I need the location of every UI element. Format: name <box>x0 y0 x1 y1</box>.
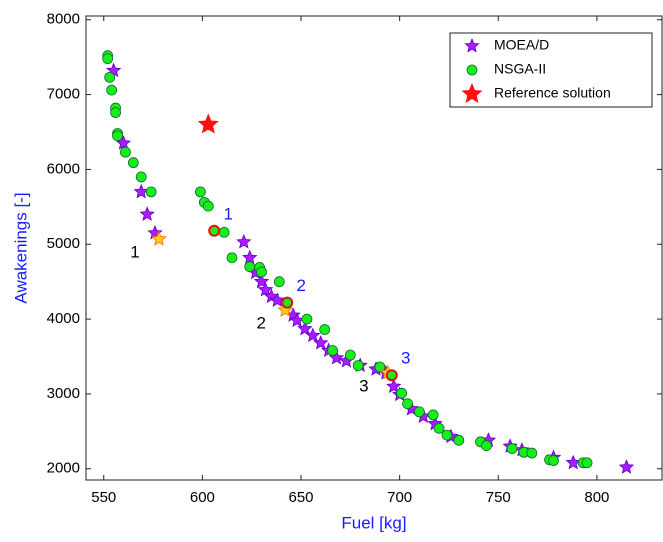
point <box>297 320 313 336</box>
highlight-label: 3 <box>401 349 410 368</box>
point <box>277 301 294 317</box>
point <box>618 459 635 474</box>
highlight-label: 3 <box>359 376 368 395</box>
point <box>396 387 408 399</box>
point <box>110 107 121 118</box>
point <box>208 224 221 237</box>
point <box>386 378 402 393</box>
point <box>526 447 538 459</box>
x-axis-label: Fuel [kg] <box>341 513 406 532</box>
x-tick-label: 600 <box>190 489 215 506</box>
y-tick-label: 7000 <box>47 86 80 103</box>
x-tick-label: 800 <box>584 489 609 506</box>
point <box>581 457 593 469</box>
highlight-label: 2 <box>256 314 265 333</box>
point <box>106 84 118 96</box>
legend-marker <box>466 64 478 76</box>
legend-box <box>449 32 653 108</box>
point <box>402 398 413 410</box>
y-tick-label: 3000 <box>47 385 80 402</box>
point <box>427 409 439 421</box>
point <box>506 443 518 454</box>
x-tick-label: 700 <box>387 489 412 506</box>
point <box>413 406 425 418</box>
point <box>102 53 114 65</box>
y-axis-label: Awakenings [-] <box>11 192 30 303</box>
point <box>281 296 294 309</box>
highlight-label: 1 <box>223 204 232 223</box>
point <box>305 327 321 343</box>
point <box>352 360 364 371</box>
y-tick-label: 8000 <box>47 11 80 28</box>
point <box>257 281 274 297</box>
point <box>319 324 331 335</box>
point <box>269 292 285 307</box>
y-tick-label: 5000 <box>47 235 80 252</box>
point <box>273 276 285 288</box>
legend-label: NSGA-II <box>494 61 546 77</box>
point <box>313 334 329 350</box>
point <box>120 146 131 158</box>
point <box>385 369 398 382</box>
point <box>226 252 238 264</box>
legend-marker <box>464 37 480 53</box>
point <box>202 200 214 212</box>
point <box>481 440 492 451</box>
point <box>151 230 167 246</box>
point <box>441 429 453 441</box>
highlight-label: 2 <box>296 276 305 295</box>
point <box>433 422 445 434</box>
point <box>139 206 155 221</box>
point <box>197 113 219 134</box>
point <box>242 249 258 265</box>
point <box>104 71 116 83</box>
x-tick-label: 550 <box>91 489 116 506</box>
point <box>112 130 123 142</box>
point <box>301 313 313 325</box>
x-tick-label: 750 <box>486 489 511 506</box>
y-tick-label: 4000 <box>47 310 80 327</box>
point <box>453 434 465 446</box>
point <box>327 345 338 356</box>
point <box>195 186 206 198</box>
legend-label: Reference solution <box>494 85 611 101</box>
y-tick-label: 6000 <box>47 160 80 177</box>
point <box>145 186 157 198</box>
point <box>244 261 256 273</box>
point <box>344 349 356 361</box>
highlight-label: 1 <box>130 243 139 262</box>
x-tick-label: 650 <box>288 489 313 506</box>
point <box>218 226 230 238</box>
point <box>256 266 267 278</box>
y-tick-label: 2000 <box>47 460 80 477</box>
legend-marker <box>461 82 483 103</box>
point <box>548 455 559 466</box>
point <box>127 157 139 169</box>
point <box>135 171 147 183</box>
legend-label: MOEA/D <box>494 37 549 53</box>
point <box>236 233 252 249</box>
point <box>374 361 386 373</box>
